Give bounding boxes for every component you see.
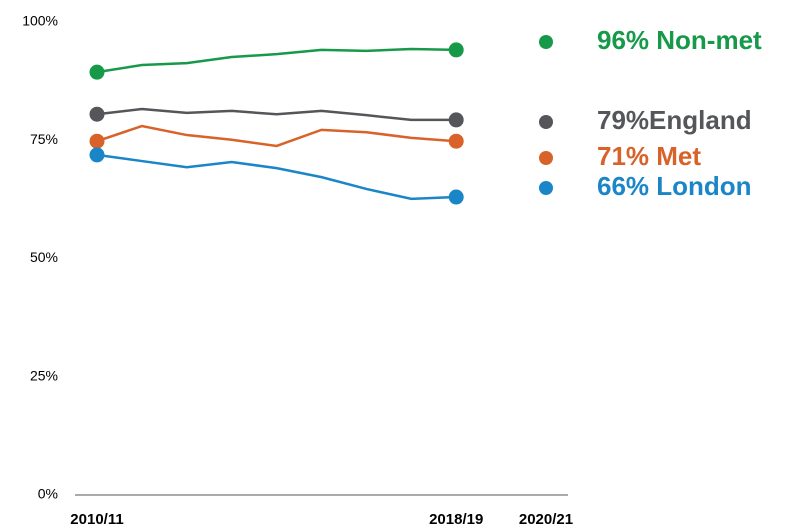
series-line bbox=[96, 107, 457, 122]
y-tick-label: 0% bbox=[38, 486, 58, 502]
legend-marker bbox=[539, 115, 553, 129]
legend-marker bbox=[539, 151, 553, 165]
y-tick-label: 75% bbox=[30, 131, 58, 147]
x-tick-label: 2020/21 bbox=[519, 511, 573, 528]
end-marker bbox=[89, 64, 105, 80]
x-tick-label: 2018/19 bbox=[429, 511, 483, 528]
y-tick-label: 25% bbox=[30, 367, 58, 383]
end-marker bbox=[448, 42, 464, 58]
y-tick-label: 100% bbox=[22, 13, 58, 29]
end-marker bbox=[89, 147, 105, 163]
series-line bbox=[96, 124, 457, 148]
legend-label: 79%England bbox=[597, 105, 752, 135]
x-tick-label: 2010/11 bbox=[70, 511, 123, 528]
end-marker bbox=[448, 133, 464, 149]
legend-marker bbox=[539, 181, 553, 195]
y-tick-label: 50% bbox=[30, 249, 58, 265]
end-marker bbox=[89, 133, 105, 149]
legend-label: 66% London bbox=[597, 171, 752, 201]
legend-label: 96% Non-met bbox=[597, 25, 762, 55]
series-line bbox=[96, 153, 457, 201]
end-marker bbox=[89, 106, 105, 122]
end-marker bbox=[448, 189, 464, 205]
series-line bbox=[96, 47, 457, 74]
end-marker bbox=[448, 112, 464, 128]
legend-label: 71% Met bbox=[597, 141, 701, 171]
legend-marker bbox=[539, 35, 553, 49]
